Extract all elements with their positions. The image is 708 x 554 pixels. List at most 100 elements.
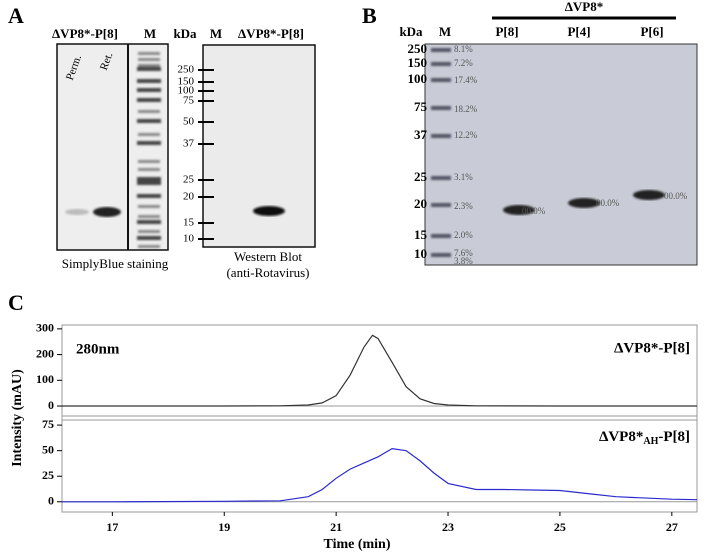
ladder-band [137,177,161,185]
ladder-band [137,194,161,198]
marker-label: 25 [183,174,195,186]
marker-label: 20 [183,191,195,203]
y-tick-label: 25 [42,468,54,482]
ladder-band [431,48,451,52]
ladder-band [138,110,160,113]
ladder-band [137,88,161,92]
y-tick-label: 200 [36,346,54,360]
ladder-band [138,215,160,218]
panel-letter: B [362,3,377,28]
gel-title: ΔVP8*-P[8] [238,26,304,41]
group-label: ΔVP8* [565,0,603,14]
ladder-band [137,79,161,83]
ladder-band [431,62,451,66]
ladder-band [431,176,451,180]
marker-label: 10 [183,233,195,245]
marker-label: 15 [183,217,195,229]
ladder-band [138,52,160,55]
ladder-band [137,236,161,240]
gel-percent: 18.2% [454,104,478,114]
gel-percent: 12.2% [454,130,478,140]
label-part: -P[8] [658,429,690,445]
ladder-band [138,133,160,136]
x-axis-title: Time (min) [323,537,390,552]
series-label: ΔVP8*AH-P[8] [599,429,690,447]
series-label: ΔVP8*-P[8] [614,340,690,356]
y-axis-title: Intensity (mAU) [10,369,25,467]
gel-percent: 3.8% [454,256,473,266]
band [503,205,535,215]
gel-percent: 2.0% [454,230,473,240]
gel-percent: 00.0% [522,206,546,216]
gel-percent: 7.2% [454,58,473,68]
ladder-band [138,245,160,248]
x-tick-label: 23 [442,520,454,534]
gel-percent: 2.3% [454,201,473,211]
ladder [137,52,161,248]
series-line [62,334,697,407]
x-tick-label: 27 [666,520,678,534]
band [633,190,665,200]
panel-letter: C [8,290,24,315]
lane-label: Ret. [98,51,116,72]
gel-title: ΔVP8*-P[8] [52,26,118,41]
ladder-band [431,78,451,82]
marker-label: 50 [183,116,195,128]
lane-label: P[8] [495,24,518,39]
lane-label: M [144,26,156,41]
y-tick-label: 0 [48,398,54,412]
caption: (anti-Rotavirus) [226,265,309,280]
x-tick-label: 21 [330,520,342,534]
caption: Western Blot [234,249,302,264]
ladder-band [137,67,161,71]
y-tick-label: 0 [48,494,54,508]
band [65,209,89,215]
gel-percent: 7.6% [454,248,473,258]
x-tick-label: 19 [218,520,230,534]
plot-frame [61,324,698,513]
ladder-band [431,253,451,257]
kda-label: kDa [173,26,197,41]
band [93,207,121,217]
ladder-band [138,64,160,67]
label-part: ΔVP8* [599,429,643,445]
marker-label: 37 [183,138,195,150]
lane-label: M [210,26,222,41]
ladder-band [431,203,451,207]
ladder-band [138,230,160,233]
gel-percent: 00.0% [596,198,620,208]
kda-label: kDa [399,24,423,39]
marker-label: 75 [414,99,428,114]
marker-label: 37 [414,127,428,142]
ladder-band [431,134,451,138]
ladder [431,48,451,257]
marker-label: 25 [414,169,428,184]
ladder-band [138,160,160,163]
gel-2 [202,44,316,248]
marker-label: 75 [183,95,195,107]
series-line [62,447,698,503]
label-sub: AH [643,436,658,447]
lane-label: P[6] [640,24,663,39]
marker-label: 15 [414,227,428,242]
marker-label: 10 [414,246,427,261]
marker-label: 250 [408,41,428,56]
ladder-band [431,234,451,238]
band [568,198,600,208]
y-tick-label: 300 [36,321,54,335]
marker-label: 100 [178,85,195,97]
ladder-band [137,119,161,123]
caption: SimplyBlue staining [62,256,169,271]
ladder-band [138,58,160,61]
x-tick-label: 25 [554,520,566,534]
gel-percent: 3.1% [454,172,473,182]
ladder-band [431,106,451,110]
marker-label: 150 [178,76,195,88]
annotation: 280nm [76,341,120,357]
band [253,206,285,216]
lane-label: M [439,24,451,39]
lane-label: P[4] [567,24,590,39]
ladder-band [137,141,161,145]
gel-percent: 8.1% [454,44,473,54]
